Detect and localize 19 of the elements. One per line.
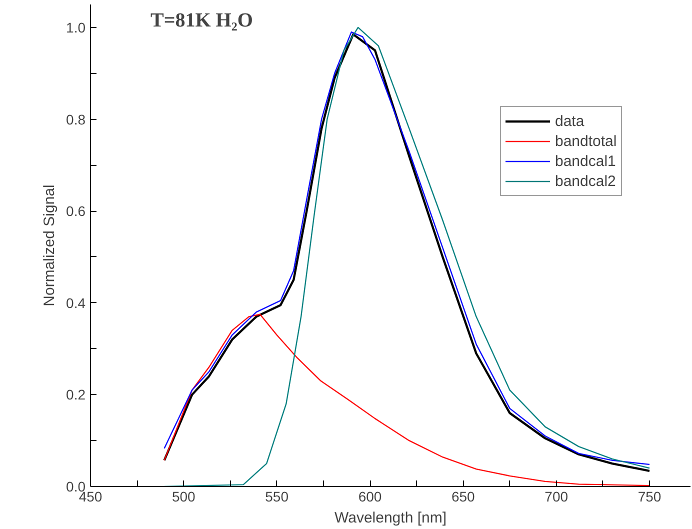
legend-label: data bbox=[555, 112, 584, 130]
line-series bbox=[164, 314, 650, 486]
x-tick-label: 550 bbox=[265, 488, 289, 504]
legend-label: bandcal1 bbox=[555, 152, 616, 170]
legend-label: bandcal2 bbox=[555, 172, 616, 190]
x-tick-label: 700 bbox=[544, 488, 568, 504]
x-tick-label: 600 bbox=[358, 488, 382, 504]
y-tick-label: 0.6 bbox=[66, 203, 86, 220]
x-tick-label: 500 bbox=[172, 488, 196, 504]
chart-title: T=81K H₂O bbox=[150, 10, 253, 32]
y-tick-label: 0.4 bbox=[66, 294, 86, 311]
legend-label: bandtotal bbox=[555, 132, 617, 150]
y-tick-label: 0.8 bbox=[66, 111, 86, 128]
y-tick-label: 0.2 bbox=[66, 386, 86, 403]
x-axis-title: Wavelength [nm] bbox=[334, 510, 447, 526]
y-tick-label: 1.0 bbox=[66, 19, 86, 36]
x-tick-label: 750 bbox=[638, 488, 662, 504]
y-axis-title: Normalized Signal bbox=[41, 184, 58, 306]
x-tick-label: 650 bbox=[451, 488, 476, 504]
